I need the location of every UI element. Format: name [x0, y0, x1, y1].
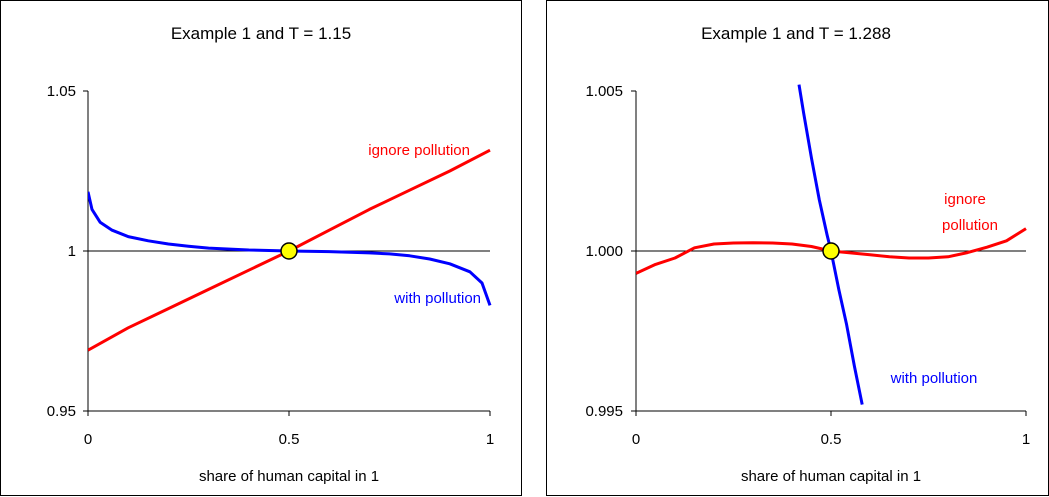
- x-axis-label: share of human capital in 1: [741, 468, 921, 485]
- x-tick-label: 0: [84, 431, 92, 448]
- plot-area: [631, 84, 1027, 416]
- series-annotation-ignore-pollution: ignore pollution: [368, 142, 470, 159]
- series-annotation-ignore-line2: pollution: [942, 217, 998, 234]
- y-tick-label: 1.005: [585, 83, 623, 100]
- chart-left-svg: Example 1 and T = 1.15 0 0.5 1 0.95 1 1.…: [47, 24, 494, 485]
- x-tick-label: 1: [486, 431, 494, 448]
- plot-area: [83, 90, 492, 416]
- x-tick-label: 0.5: [821, 431, 842, 448]
- series-annotation-with-pollution: with pollution: [890, 370, 978, 387]
- chart-panel-left: Example 1 and T = 1.15 0 0.5 1 0.95 1 1.…: [0, 0, 522, 496]
- series-annotation-with-pollution: with pollution: [393, 290, 481, 307]
- y-tick-label: 1.05: [47, 83, 76, 100]
- series-annotation-ignore-line1: ignore: [944, 191, 986, 208]
- equilibrium-marker: [822, 242, 840, 260]
- x-tick-label: 1: [1022, 431, 1030, 448]
- x-tick-label: 0.5: [279, 431, 300, 448]
- y-tick-label: 1: [68, 243, 76, 260]
- chart-title: Example 1 and T = 1.288: [701, 24, 891, 43]
- x-tick-label: 0: [632, 431, 640, 448]
- y-tick-label: 0.95: [47, 403, 76, 420]
- series-line-with-pollution: [88, 191, 492, 306]
- y-tick-label: 1.000: [585, 243, 623, 260]
- chart-title: Example 1 and T = 1.15: [171, 24, 351, 43]
- equilibrium-marker: [280, 242, 298, 260]
- chart-panel-right: Example 1 and T = 1.288 0 0.5 1 0.995 1.…: [546, 0, 1049, 496]
- y-tick-label: 0.995: [585, 403, 623, 420]
- chart-right-svg: Example 1 and T = 1.288 0 0.5 1 0.995 1.…: [585, 24, 1030, 485]
- x-axis-label: share of human capital in 1: [199, 468, 379, 485]
